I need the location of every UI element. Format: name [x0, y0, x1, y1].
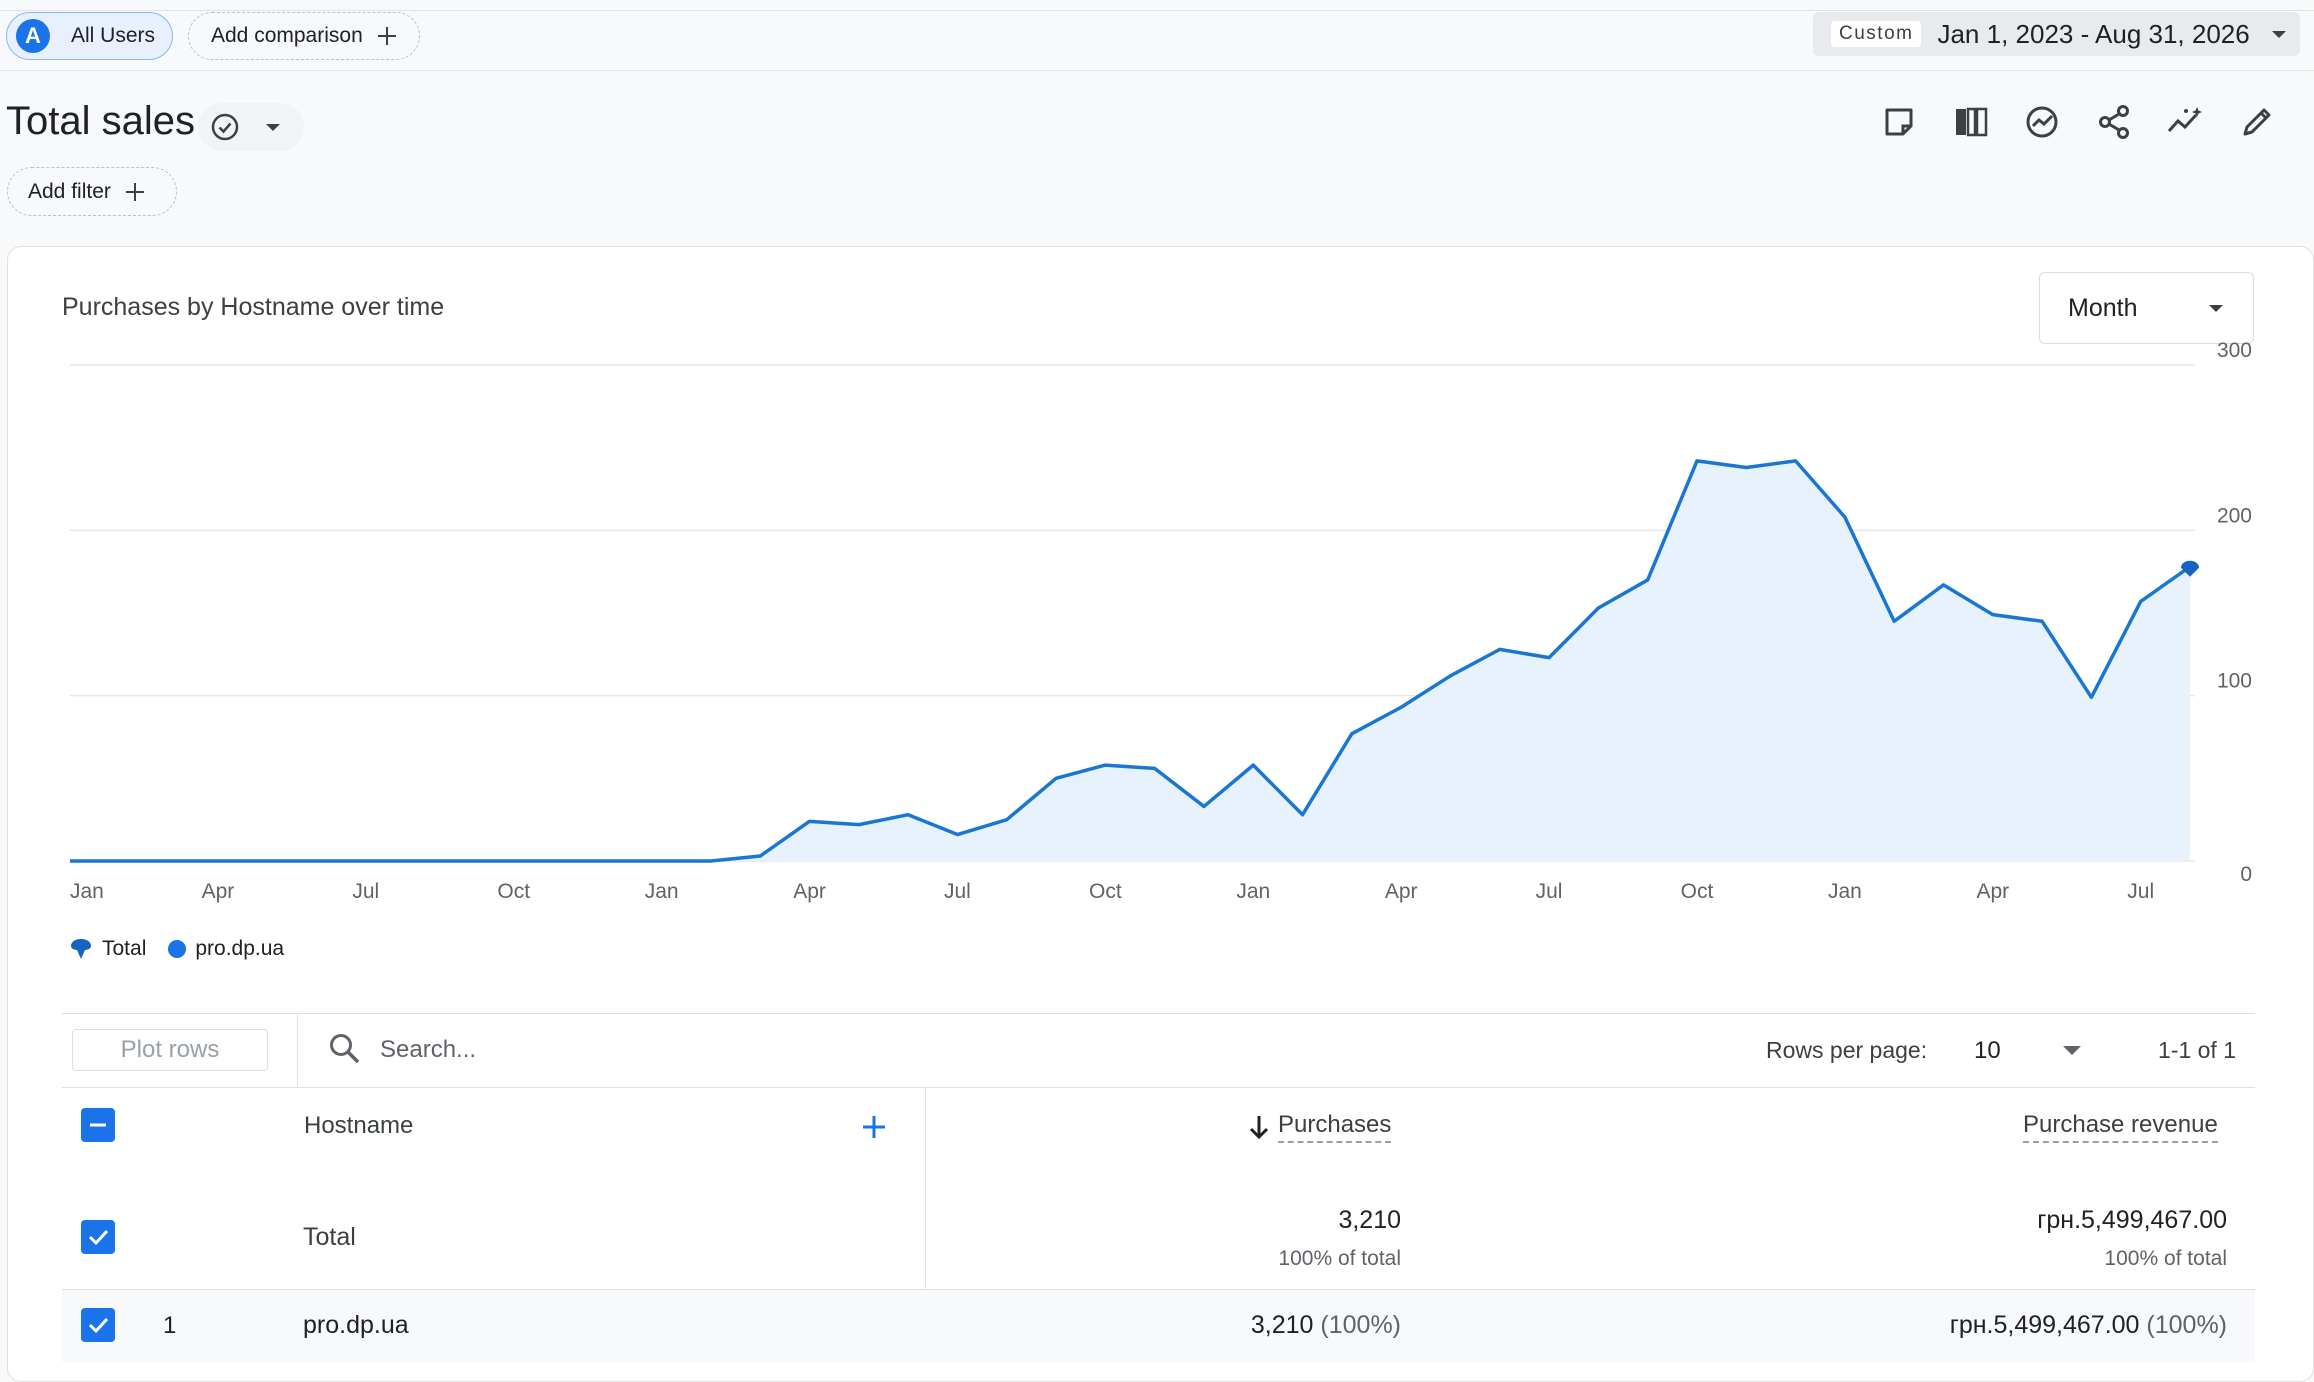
- indeterminate-icon: [90, 1123, 106, 1127]
- pagination-info: 1-1 of 1: [2158, 1037, 2236, 1063]
- chevron-down-icon: [2209, 305, 2223, 312]
- segment-label: All Users: [71, 24, 156, 47]
- legend-label-hostname: pro.dp.ua: [195, 937, 285, 960]
- total-revenue-percent: 100% of total: [2104, 1247, 2227, 1270]
- trend-chart-icon[interactable]: [2022, 102, 2062, 142]
- chevron-down-icon: [266, 123, 280, 131]
- x-tick-label: Oct: [1089, 880, 1122, 903]
- plus-icon: [377, 27, 396, 45]
- x-tick-label: Jan: [70, 880, 104, 903]
- legend-label-total: Total: [102, 937, 147, 960]
- row-hostname[interactable]: pro.dp.ua: [303, 1311, 409, 1339]
- chevron-down-icon[interactable]: [2063, 1046, 2081, 1055]
- chart-title: Purchases by Hostname over time: [62, 293, 445, 321]
- column-header-purchases[interactable]: Purchases: [1248, 1111, 1392, 1143]
- share-icon[interactable]: [2094, 102, 2134, 142]
- anomaly-insights-icon[interactable]: [2166, 102, 2206, 142]
- x-tick-label: Apr: [793, 880, 826, 903]
- table-row[interactable]: [62, 1290, 2255, 1362]
- select-all-checkbox[interactable]: [81, 1108, 115, 1142]
- column-header-purchases-label: Purchases: [1278, 1111, 1392, 1143]
- series-area-total: [70, 460, 2190, 861]
- date-preset-tag: Custom: [1831, 21, 1922, 47]
- pin-marker-icon: [71, 939, 91, 959]
- x-tick-label: Apr: [1385, 880, 1418, 903]
- table-top-divider: [62, 1013, 2255, 1014]
- sort-descending-icon: [1249, 1116, 1269, 1140]
- segment-avatar: A: [16, 19, 50, 53]
- rows-per-page-label: Rows per page:: [1766, 1037, 1928, 1063]
- add-dimension-icon[interactable]: [860, 1113, 888, 1141]
- header-divider: [0, 70, 2314, 71]
- insights-note-icon[interactable]: [1879, 102, 1919, 142]
- add-comparison-label: Add comparison: [211, 24, 363, 47]
- table-header-divider: [62, 1087, 2255, 1088]
- x-tick-label: Jul: [944, 880, 971, 903]
- x-tick-label: Jul: [2127, 880, 2154, 903]
- y-tick-label: 100: [2217, 670, 2252, 693]
- x-tick-label: Oct: [1681, 880, 1714, 903]
- rows-per-page-select[interactable]: 10: [1974, 1037, 2001, 1064]
- row-purchases: 3,210 (100%): [1251, 1311, 1401, 1340]
- granularity-value: Month: [2068, 293, 2138, 322]
- plus-icon: [125, 182, 144, 201]
- column-divider: [925, 1087, 926, 1362]
- line-chart[interactable]: 0 100 200 300 Jan Apr Jul Oct Jan Apr Jul Oct Jan Apr…: [0, 0, 2314, 920]
- table-search-input[interactable]: [380, 1030, 1080, 1070]
- add-comparison-button[interactable]: Add comparison: [188, 12, 420, 60]
- x-tick-label: Jan: [645, 880, 679, 903]
- row-purchases-percent: (100%): [1320, 1311, 1401, 1339]
- x-tick-label: Jul: [352, 880, 379, 903]
- segment-chip-all-users[interactable]: A All Users: [6, 12, 173, 60]
- row-divider: [62, 1289, 2255, 1290]
- date-range-picker[interactable]: Custom Jan 1, 2023 - Aug 31, 2026: [1813, 12, 2300, 56]
- search-icon: [330, 1034, 360, 1064]
- total-row-label: Total: [303, 1223, 356, 1251]
- date-range-label: Jan 1, 2023 - Aug 31, 2026: [1937, 18, 2250, 49]
- checkmark-icon: [88, 1229, 109, 1246]
- y-tick-label: 0: [2240, 863, 2252, 886]
- column-header-hostname[interactable]: Hostname: [304, 1112, 414, 1139]
- total-purchases: 3,210: [1338, 1206, 1401, 1234]
- total-revenue: грн.5,499,467.00: [2037, 1206, 2227, 1234]
- row-purchases-value: 3,210: [1250, 1311, 1314, 1339]
- y-tick-label: 300: [2217, 339, 2252, 362]
- x-tick-label: Apr: [202, 880, 235, 903]
- add-filter-button[interactable]: Add filter: [7, 167, 177, 216]
- compare-columns-icon[interactable]: [1951, 102, 1991, 142]
- report-status-dropdown[interactable]: [198, 103, 304, 151]
- top-divider: [0, 10, 2314, 11]
- series-line-total: [70, 459, 2192, 863]
- row-revenue: грн.5,499,467.00 (100%): [1950, 1311, 2227, 1340]
- chart-legend: Total pro.dp.ua: [70, 937, 284, 961]
- checkmark-icon: [88, 1317, 109, 1334]
- x-tick-label: Jan: [1828, 880, 1862, 903]
- plot-rows-button[interactable]: Plot rows: [72, 1029, 268, 1071]
- row-checkbox[interactable]: [81, 1308, 115, 1342]
- chevron-down-icon: [2271, 30, 2286, 38]
- add-filter-label: Add filter: [28, 179, 111, 203]
- y-tick-label: 200: [2217, 504, 2252, 527]
- total-row-checkbox[interactable]: [81, 1220, 115, 1254]
- x-tick-label: Jan: [1236, 880, 1270, 903]
- row-revenue-value: грн.5,499,467.00: [1949, 1311, 2140, 1339]
- row-index: 1: [163, 1312, 177, 1339]
- legend-dot-hostname: [168, 940, 187, 958]
- page-title: Total sales: [6, 99, 195, 143]
- x-tick-label: Apr: [1976, 880, 2009, 903]
- x-tick-label: Jul: [1536, 880, 1563, 903]
- edit-pencil-icon[interactable]: [2237, 102, 2277, 142]
- total-purchases-percent: 100% of total: [1278, 1247, 1401, 1270]
- check-circle-icon: [211, 113, 239, 141]
- pin-marker-icon: [2181, 560, 2199, 577]
- toolbar-divider: [297, 1013, 298, 1087]
- row-revenue-percent: (100%): [2146, 1311, 2227, 1339]
- granularity-select[interactable]: Month: [2039, 272, 2254, 344]
- column-header-purchase-revenue[interactable]: Purchase revenue: [2023, 1111, 2218, 1143]
- x-tick-label: Oct: [497, 880, 530, 903]
